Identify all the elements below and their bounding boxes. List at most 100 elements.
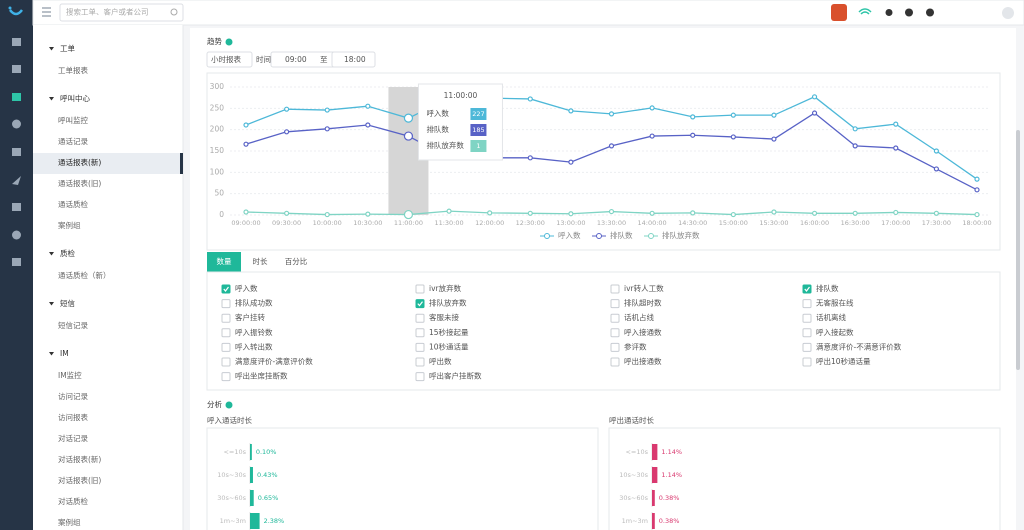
checkbox-label[interactable]: ivr转人工数: [624, 283, 664, 293]
data-point[interactable]: [527, 96, 533, 102]
data-point[interactable]: [730, 112, 736, 118]
data-point[interactable]: [324, 107, 330, 113]
data-point[interactable]: [568, 159, 574, 165]
data-point[interactable]: [243, 122, 249, 128]
checkbox-label[interactable]: 客户挂转: [235, 312, 265, 322]
data-point[interactable]: [284, 210, 290, 216]
menu-item[interactable]: 工单报表: [58, 65, 88, 75]
checkbox-label[interactable]: 话机离线: [816, 312, 846, 322]
home-icon[interactable]: [12, 38, 21, 46]
menu-item[interactable]: 呼叫监控: [58, 115, 88, 125]
checkbox[interactable]: [415, 299, 425, 309]
data-point[interactable]: [811, 210, 818, 216]
checkbox[interactable]: [610, 313, 620, 323]
checkbox[interactable]: [415, 372, 425, 382]
data-point[interactable]: [893, 145, 899, 151]
legend-label[interactable]: 排队放弃数: [662, 230, 700, 240]
data-point[interactable]: [608, 111, 615, 117]
apps-icon[interactable]: [12, 258, 21, 266]
checkbox[interactable]: [610, 357, 620, 367]
send-icon[interactable]: [12, 176, 21, 185]
checkbox[interactable]: [415, 313, 425, 323]
report-select[interactable]: [206, 51, 253, 68]
data-point[interactable]: [365, 103, 371, 109]
menu-item[interactable]: 短信记录: [58, 320, 88, 330]
avatar[interactable]: [831, 4, 847, 21]
help-icon[interactable]: [12, 230, 21, 240]
users-icon[interactable]: [12, 148, 21, 156]
report-icon[interactable]: [12, 93, 21, 101]
menu-item[interactable]: IM监控: [58, 370, 82, 380]
data-point[interactable]: [933, 210, 939, 216]
checkbox-label[interactable]: 呼入转出数: [235, 341, 273, 351]
data-point[interactable]: [690, 132, 696, 138]
checkbox[interactable]: [610, 342, 620, 352]
data-point[interactable]: [568, 108, 574, 114]
checkbox-label[interactable]: 排队成功数: [235, 298, 273, 308]
checkbox[interactable]: [221, 357, 231, 367]
menu-item[interactable]: 案例组: [58, 220, 81, 230]
data-point[interactable]: [974, 176, 980, 182]
data-point[interactable]: [568, 211, 574, 217]
search-box[interactable]: [59, 3, 184, 22]
checkbox[interactable]: [610, 299, 620, 309]
search-icon[interactable]: [170, 8, 178, 16]
checkbox[interactable]: [610, 328, 620, 338]
data-point[interactable]: [690, 210, 696, 216]
checkbox-label[interactable]: 参评数: [624, 341, 647, 351]
checkbox-label[interactable]: 10秒通话量: [429, 341, 469, 351]
data-point[interactable]: [403, 113, 414, 123]
data-point[interactable]: [852, 210, 858, 216]
data-point[interactable]: [933, 166, 939, 172]
bell-icon[interactable]: [885, 9, 893, 16]
chat-icon[interactable]: [926, 8, 934, 17]
data-point[interactable]: [771, 136, 777, 142]
pie-icon[interactable]: [12, 119, 21, 129]
checkbox[interactable]: [802, 313, 812, 323]
data-point[interactable]: [365, 122, 371, 128]
checkbox-label[interactable]: 呼入数: [235, 283, 258, 293]
menu-item[interactable]: 对话质检: [58, 496, 88, 506]
checkbox[interactable]: [610, 284, 620, 294]
checkbox[interactable]: [415, 357, 425, 367]
checkbox[interactable]: [221, 328, 231, 338]
checkbox-label[interactable]: 排队超时数: [624, 298, 662, 308]
legend-label[interactable]: 排队数: [610, 230, 633, 240]
menu-item[interactable]: 通话记录: [58, 136, 88, 146]
checkbox-label[interactable]: 满意度评价-不满意评价数: [816, 341, 902, 351]
checkbox[interactable]: [415, 284, 425, 294]
menu-item[interactable]: 对话记录: [58, 433, 88, 443]
data-point[interactable]: [649, 133, 655, 139]
menu-item[interactable]: 案例组: [58, 517, 81, 527]
checkbox[interactable]: [221, 342, 231, 352]
menu-item[interactable]: 对话报表(旧): [58, 475, 101, 485]
data-point[interactable]: [243, 209, 249, 215]
end-input[interactable]: [331, 51, 376, 68]
help-icon[interactable]: [225, 401, 233, 409]
data-point[interactable]: [324, 211, 330, 218]
menu-item[interactable]: 访问记录: [58, 391, 88, 401]
data-point[interactable]: [771, 112, 777, 118]
checkbox[interactable]: [221, 284, 231, 294]
data-point[interactable]: [852, 143, 858, 149]
checkbox-label[interactable]: 排队放弃数: [429, 298, 467, 308]
menu-item[interactable]: 通话报表(旧): [58, 178, 101, 188]
user-icon[interactable]: [1002, 7, 1014, 19]
checkbox[interactable]: [802, 299, 812, 309]
checkbox-label[interactable]: 排队数: [816, 283, 839, 293]
book-icon[interactable]: [12, 203, 21, 211]
checkbox-label[interactable]: 客服未接: [429, 312, 459, 322]
checkbox-label[interactable]: 呼入接起数: [816, 327, 854, 337]
data-point[interactable]: [974, 187, 980, 193]
checkbox-label[interactable]: 呼出客户挂断数: [429, 371, 482, 381]
data-point[interactable]: [243, 141, 249, 147]
data-point[interactable]: [365, 211, 371, 217]
menu-toggle[interactable]: [42, 7, 51, 17]
data-point[interactable]: [893, 121, 899, 127]
tab[interactable]: 时长: [253, 256, 268, 266]
checkbox-label[interactable]: ivr放弃数: [429, 283, 462, 293]
data-point[interactable]: [403, 131, 414, 141]
checkbox[interactable]: [802, 342, 812, 352]
checkbox-label[interactable]: 呼出数: [429, 356, 452, 366]
tab[interactable]: 数量: [217, 256, 232, 266]
